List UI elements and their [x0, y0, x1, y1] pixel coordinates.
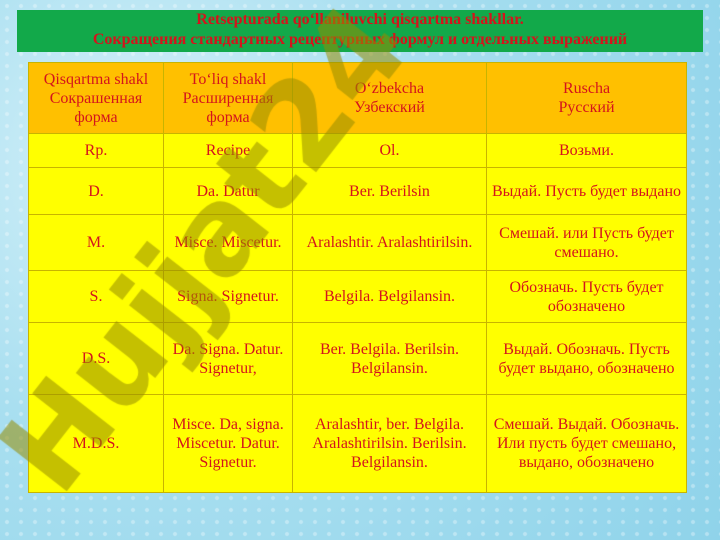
table-row: Rp. Recipe Ol. Возьми. — [28, 133, 687, 168]
table-cell: Rp. — [28, 133, 164, 168]
table-cell: M. — [28, 214, 164, 271]
table-cell: Da. Signa. Datur. Signetur, — [163, 322, 293, 395]
table-row: D.S. Da. Signa. Datur. Signetur, Ber. Belg… — [28, 322, 687, 395]
table-row: M. Misce. Miscetur. Aralashtir. Aralashtir… — [28, 214, 687, 271]
table-cell: Ol. — [292, 133, 487, 168]
abbreviations-table: Qisqartma shakl Сокрашенная форма To‘liq sh… — [28, 62, 687, 493]
table-cell: Смешай. Выдай. Обозначь. Или пусть будет… — [486, 394, 687, 493]
table-cell: Misce. Da, signa. Miscetur. Datur. Signe… — [163, 394, 293, 493]
table-cell: Aralashtir, ber. Belgila. Aralashtirilsi… — [292, 394, 487, 493]
title-line-2: Сокращения стандартных рецептурных форму… — [92, 31, 628, 48]
header-text: Qisqartma shakl — [43, 70, 149, 88]
table-cell: Belgila. Belgilansin. — [292, 270, 487, 323]
table-cell: Aralashtir. Aralashtirilsin. — [292, 214, 487, 271]
table-row: S. Signa. Signetur. Belgila. Belgilansin. О… — [28, 270, 687, 323]
header-text: форма — [206, 108, 250, 126]
table-row: M.D.S. Misce. Da, signa. Miscetur. Datur.… — [28, 394, 687, 493]
header-row: Qisqartma shakl Сокрашенная форма To‘liq sh… — [28, 62, 687, 134]
header-text: Узбекский — [354, 99, 425, 116]
header-cell: Ruscha Русский — [486, 62, 687, 134]
table-cell: Ber. Berilsin — [292, 167, 487, 215]
header-text: форма — [74, 108, 118, 126]
table-cell: Возьми. — [486, 133, 687, 168]
header-cell: Qisqartma shakl Сокрашенная форма — [28, 62, 164, 134]
table-cell: Misce. Miscetur. — [163, 214, 293, 271]
table-cell: Выдай. Обозначь. Пусть будет выдано, обо… — [486, 322, 687, 395]
header-text: To‘liq shakl — [189, 70, 267, 88]
table-cell: Da. Datur — [163, 167, 293, 215]
header-text: Сокрашенная — [49, 89, 143, 107]
table-cell: S. — [28, 270, 164, 323]
table-cell: Смешай. или Пусть будет смешано. — [486, 214, 687, 271]
table-cell: Обозначь. Пусть будет обозначено — [486, 270, 687, 323]
table-cell: D. — [28, 167, 164, 215]
table-cell: Ber. Belgila. Berilsin. Belgilansin. — [292, 322, 487, 395]
table-cell: D.S. — [28, 322, 164, 395]
table-cell: M.D.S. — [28, 394, 164, 493]
table-row: D. Da. Datur Ber. Berilsin Выдай. Пусть буд… — [28, 167, 687, 215]
header-text: Расширенная — [182, 89, 274, 107]
header-text: O‘zbekcha — [354, 80, 425, 97]
table-body: Qisqartma shakl Сокрашенная форма To‘liq sh… — [28, 62, 687, 493]
header-text: Ruscha — [562, 80, 611, 97]
table-cell: Выдай. Пусть будет выдано — [486, 167, 687, 215]
header-text: Русский — [558, 99, 615, 116]
table-cell: Recipe — [163, 133, 293, 168]
header-cell: To‘liq shakl Расширенная форма — [163, 62, 293, 134]
table-cell: Signa. Signetur. — [163, 270, 293, 323]
header-cell: O‘zbekcha Узбекский — [292, 62, 487, 134]
title-line-1: Retsepturada qo‘llaniluvchi qisqartma sh… — [196, 11, 524, 28]
title-banner: Retsepturada qo‘llaniluvchi qisqartma sh… — [17, 10, 703, 52]
